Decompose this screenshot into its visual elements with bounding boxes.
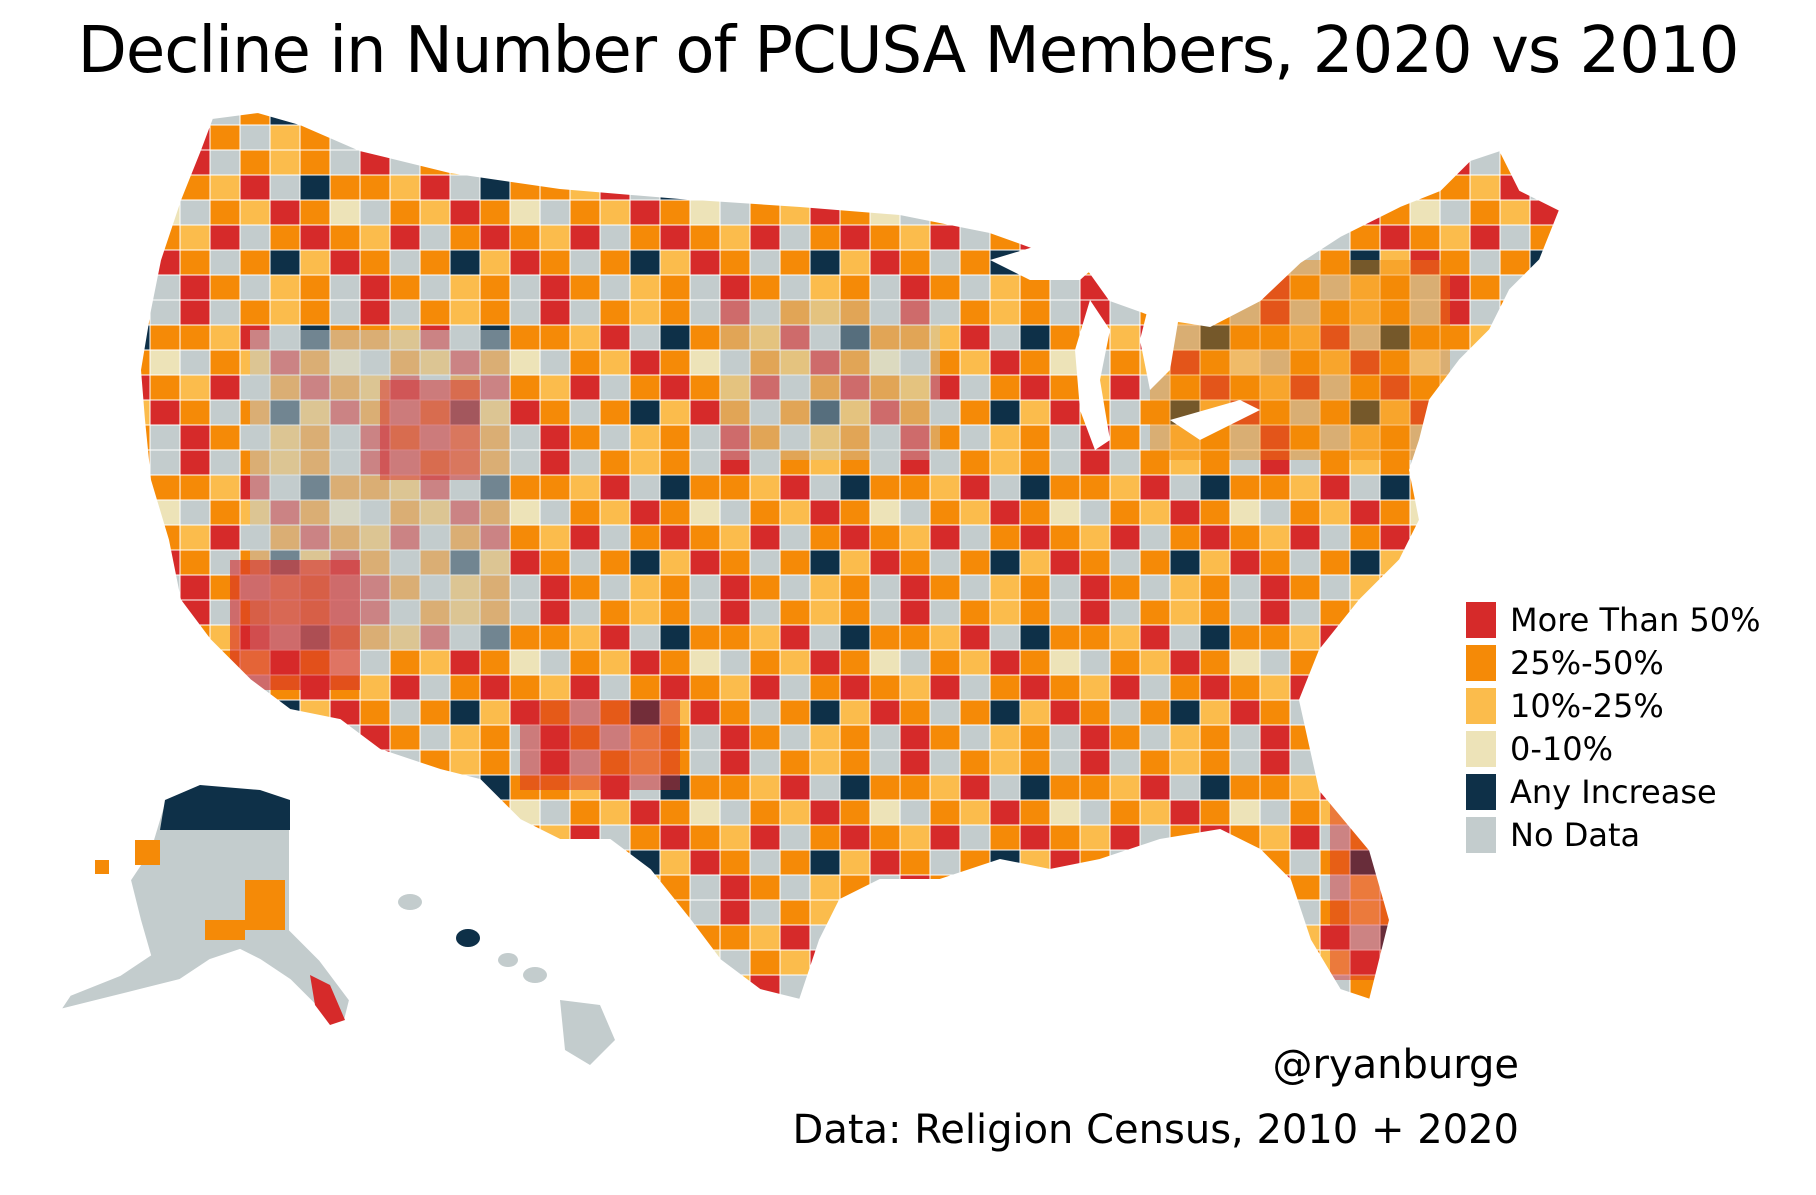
alaska-region <box>57 783 352 1025</box>
legend-item: No Data <box>1466 813 1761 856</box>
legend-label: 25%-50% <box>1510 643 1664 682</box>
lake-michigan <box>1075 300 1110 450</box>
legend-label: 0-10% <box>1510 729 1614 768</box>
legend-label: Any Increase <box>1510 772 1717 811</box>
legend-item: 10%-25% <box>1466 684 1761 727</box>
legend-swatch <box>1466 687 1496 724</box>
legend-swatch <box>1466 773 1496 810</box>
legend-item: 25%-50% <box>1466 641 1761 684</box>
lake-erie <box>1170 400 1260 440</box>
legend-swatch <box>1466 601 1496 638</box>
legend-item: More Than 50% <box>1466 598 1761 641</box>
hawaii-region <box>398 894 615 1065</box>
legend-swatch <box>1466 730 1496 767</box>
legend-item: Any Increase <box>1466 770 1761 813</box>
credit-handle: @ryanburge <box>1272 1042 1519 1088</box>
legend-label: 10%-25% <box>1510 686 1664 725</box>
contiguous-us-region <box>140 112 1560 1000</box>
legend: More Than 50% 25%-50% 10%-25% 0-10% Any Incr… <box>1466 598 1761 856</box>
legend-swatch <box>1466 816 1496 853</box>
legend-label: More Than 50% <box>1510 600 1761 639</box>
legend-label: No Data <box>1510 815 1641 854</box>
credit-source: Data: Religion Census, 2010 + 2020 <box>792 1107 1519 1153</box>
lake-superior <box>990 245 1100 280</box>
lake-huron <box>1140 300 1180 390</box>
legend-swatch <box>1466 644 1496 681</box>
legend-item: 0-10% <box>1466 727 1761 770</box>
chart-title: Decline in Number of PCUSA Members, 2020… <box>77 14 1740 88</box>
